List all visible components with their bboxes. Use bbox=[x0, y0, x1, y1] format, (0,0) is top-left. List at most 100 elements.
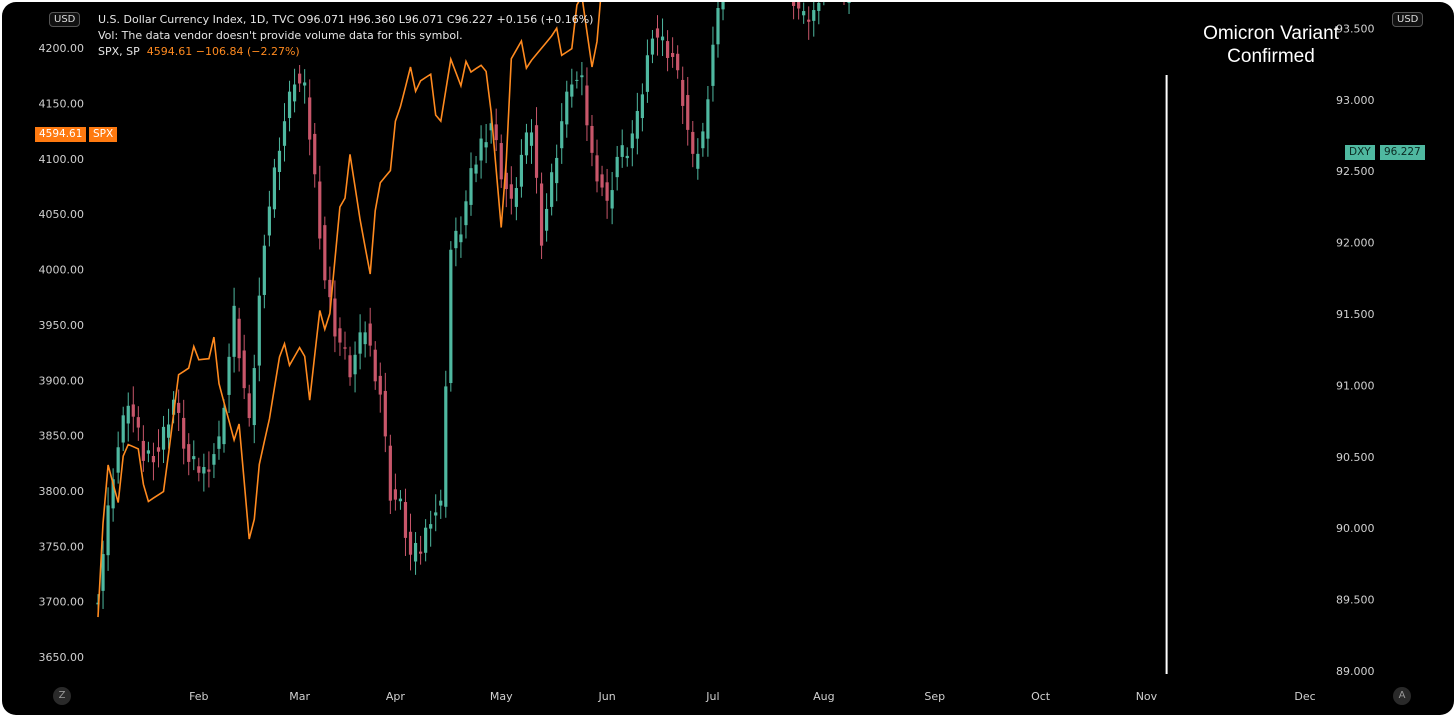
dxy-candle-body bbox=[151, 456, 156, 463]
right-unit-badge[interactable]: USD bbox=[1392, 12, 1424, 27]
left-tick-label: 3850.00 bbox=[39, 430, 85, 443]
month-label: May bbox=[490, 690, 513, 703]
left-tick-label: 3650.00 bbox=[39, 651, 85, 664]
dxy-candle-body bbox=[272, 167, 277, 210]
dxy-candle-body bbox=[111, 479, 115, 509]
dxy-candle-body bbox=[665, 41, 670, 58]
dxy-candle-body bbox=[716, 8, 720, 45]
dxy-candle-body bbox=[711, 44, 715, 86]
dxy-candle-body bbox=[328, 279, 332, 298]
dxy-candle-body bbox=[131, 404, 135, 417]
dxy-candle-body bbox=[514, 188, 518, 207]
volume-legend-line: Vol: The data vendor doesn't provide vol… bbox=[98, 29, 463, 42]
month-label: Aug bbox=[813, 690, 834, 703]
dxy-candle-body bbox=[323, 225, 327, 281]
dxy-candle-body bbox=[313, 133, 317, 175]
right-tick-label: 92.000 bbox=[1336, 237, 1375, 250]
left-unit-badge[interactable]: USD bbox=[49, 12, 81, 27]
dxy-candle-body bbox=[509, 184, 513, 199]
dxy-candle-body bbox=[207, 469, 211, 472]
dxy-candle-body bbox=[660, 36, 665, 41]
dxy-candle-body bbox=[106, 505, 110, 556]
dxy-candle-body bbox=[227, 356, 231, 395]
left-tick-label: 3700.00 bbox=[39, 596, 85, 609]
dxy-candle-body bbox=[555, 157, 559, 184]
left-tick-label: 3900.00 bbox=[39, 374, 85, 387]
dxy-candle-body bbox=[479, 138, 483, 161]
dxy-candle-body bbox=[101, 554, 105, 591]
dxy-candle-body bbox=[681, 79, 685, 106]
dxy-candle-body bbox=[267, 206, 271, 236]
dxy-candle-body bbox=[287, 91, 292, 119]
dxy-candle-body bbox=[595, 155, 599, 182]
dxy-candle-body bbox=[585, 85, 589, 126]
dxy-candle-body bbox=[368, 323, 372, 346]
dxy-candle-body bbox=[590, 125, 594, 153]
dxy-candle-body bbox=[545, 208, 549, 231]
spx-legend-values: 4594.61 −106.84 (−2.27%) bbox=[146, 45, 300, 58]
left-tick-label: 3800.00 bbox=[39, 485, 85, 498]
dxy-candle-body bbox=[650, 38, 655, 55]
dxy-candle-body bbox=[625, 155, 629, 159]
dxy-candle-body bbox=[292, 84, 297, 102]
omicron-annotation: Omicron Variant Confirmed bbox=[1186, 22, 1356, 68]
zoom-left-button[interactable]: Z bbox=[53, 687, 71, 705]
dxy-candle-body bbox=[721, 2, 725, 10]
dxy-candle-body bbox=[807, 19, 811, 22]
month-label: Jul bbox=[705, 690, 719, 703]
dxy-value-tag: 96.227 bbox=[1379, 145, 1425, 160]
dxy-candle-body bbox=[252, 368, 256, 426]
dxy-candle-body bbox=[797, 2, 801, 9]
dxy-candle-body bbox=[146, 450, 151, 454]
dxy-candle-body bbox=[474, 164, 478, 174]
month-label: Jun bbox=[598, 690, 616, 703]
dxy-candle-body bbox=[529, 132, 534, 146]
spx-symbol-tag: SPX bbox=[88, 127, 118, 142]
right-tick-label: 90.500 bbox=[1336, 451, 1375, 464]
dxy-candle-body bbox=[524, 132, 529, 156]
dxy-candle-body bbox=[212, 454, 216, 465]
dxy-candle-body bbox=[353, 354, 357, 375]
dxy-candle-body bbox=[136, 417, 140, 428]
left-tick-label: 4150.00 bbox=[39, 98, 85, 111]
dxy-candle-body bbox=[126, 405, 130, 424]
dxy-candle-body bbox=[172, 399, 176, 415]
dxy-candle-body bbox=[303, 82, 307, 86]
auto-scale-button[interactable]: A bbox=[1393, 687, 1411, 705]
dxy-candle-body bbox=[565, 91, 569, 125]
left-tick-label: 4200.00 bbox=[39, 42, 85, 55]
dxy-candle-body bbox=[444, 386, 448, 507]
right-tick-label: 92.500 bbox=[1336, 165, 1375, 178]
dxy-candle-body bbox=[429, 524, 433, 529]
left-tick-label: 4000.00 bbox=[39, 264, 85, 277]
right-tick-label: 91.500 bbox=[1336, 308, 1375, 321]
left-axis: 3650.00 3700.00 3750.00 3800.00 3850.00 3900.… bbox=[39, 42, 85, 664]
dxy-candle-body bbox=[398, 498, 403, 502]
dxy-candle-body bbox=[847, 2, 851, 4]
left-tick-label: 3950.00 bbox=[39, 319, 85, 332]
dxy-candle-body bbox=[257, 295, 261, 366]
right-tick-label: 90.000 bbox=[1336, 522, 1375, 535]
dxy-candle-body bbox=[166, 424, 171, 438]
dxy-candle-body bbox=[187, 444, 191, 462]
spx-legend-line: SPX, SP 4594.61 −106.84 (−2.27%) bbox=[98, 45, 300, 58]
dxy-candle-body bbox=[640, 94, 644, 119]
dxy-candle-body bbox=[539, 183, 544, 246]
left-tick-label: 4050.00 bbox=[39, 208, 85, 221]
month-label: Nov bbox=[1136, 690, 1158, 703]
dxy-candle-body bbox=[635, 111, 639, 139]
dxy-candle-body bbox=[237, 318, 241, 359]
dxy-candle-body bbox=[620, 145, 624, 157]
dxy-candle-body bbox=[464, 201, 468, 226]
annotation-line-2: Confirmed bbox=[1227, 46, 1315, 67]
dxy-candle-body bbox=[560, 121, 564, 149]
dxy-candle-body bbox=[469, 168, 473, 205]
dxy-candle-body bbox=[434, 512, 438, 516]
right-axis: 89.000 89.500 90.000 90.500 91.000 91.500 92.0… bbox=[1336, 22, 1375, 678]
dxy-candle-body bbox=[161, 426, 166, 450]
month-label: Apr bbox=[386, 690, 406, 703]
dxy-candle-body bbox=[696, 153, 700, 169]
dxy-candle-body bbox=[605, 182, 609, 201]
